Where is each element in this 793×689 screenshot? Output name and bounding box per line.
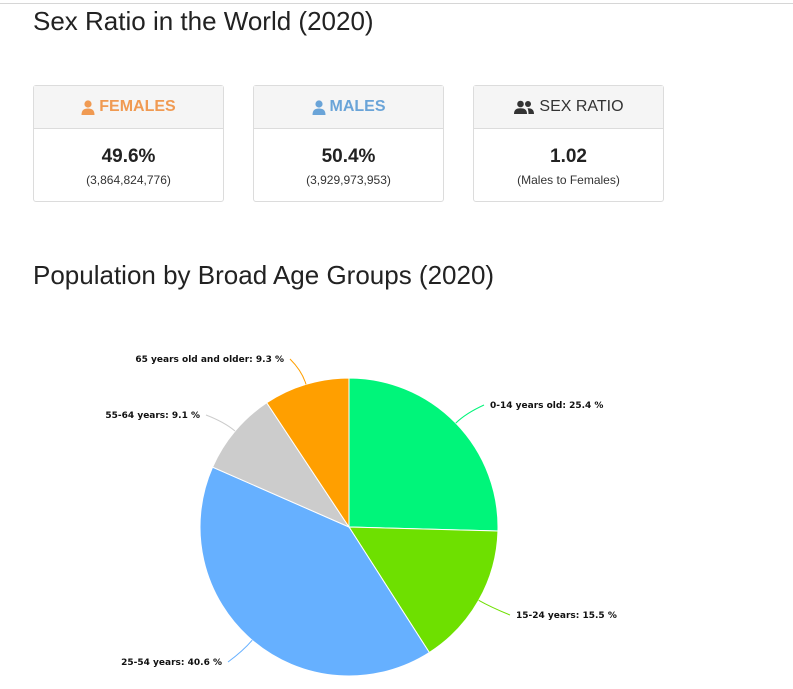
pie-slice-2 bbox=[348, 526, 499, 654]
people-group-icon bbox=[513, 100, 535, 114]
pie-connector-4 bbox=[205, 414, 236, 432]
males-percentage: 50.4% bbox=[321, 146, 376, 167]
sex-ratio-title: Sex Ratio in the World (2020) bbox=[33, 6, 374, 36]
pie-connector-1 bbox=[455, 404, 485, 424]
top-divider bbox=[0, 3, 793, 4]
sex-ratio-card-header: SEX RATIO bbox=[474, 86, 663, 129]
females-card: FEMALES 49.6% (3,864,824,776) bbox=[33, 85, 224, 202]
pie-label-1: 0-14 years old: 25.4 % bbox=[490, 401, 603, 411]
age-groups-title: Population by Broad Age Groups (2020) bbox=[33, 260, 495, 290]
males-card-label: MALES bbox=[329, 98, 386, 115]
pie-slice-5 bbox=[266, 377, 350, 529]
pie-connector-2 bbox=[478, 599, 511, 616]
females-card-label: FEMALES bbox=[99, 98, 176, 115]
sex-ratio-value: 1.02 bbox=[550, 146, 587, 167]
pie-connector-5 bbox=[289, 358, 307, 385]
pie-connector-3 bbox=[227, 639, 253, 663]
females-count: (3,864,824,776) bbox=[86, 173, 171, 187]
sex-ratio-card: SEX RATIO 1.02 (Males to Females) bbox=[473, 85, 664, 202]
females-percentage: 49.6% bbox=[101, 146, 156, 167]
sex-ratio-card-label: SEX RATIO bbox=[539, 98, 624, 115]
pie-slice-4 bbox=[211, 402, 351, 529]
females-card-header: FEMALES bbox=[34, 86, 223, 129]
pie-label-2: 15-24 years: 15.5 % bbox=[516, 611, 617, 621]
male-person-icon bbox=[312, 99, 326, 115]
pie-label-5: 65 years old and older: 9.3 % bbox=[135, 355, 284, 365]
males-count: (3,929,973,953) bbox=[306, 173, 391, 187]
age-groups-pie-chart: 0-14 years old: 25.4 % 15-24 years: 15.5 … bbox=[105, 355, 617, 677]
males-card-header: MALES bbox=[254, 86, 443, 129]
pie-label-4: 55-64 years: 9.1 % bbox=[105, 411, 200, 421]
pie-label-3: 25-54 years: 40.6 % bbox=[121, 658, 222, 668]
sex-ratio-note: (Males to Females) bbox=[517, 173, 620, 187]
pie-slice-1 bbox=[348, 377, 499, 532]
males-card: MALES 50.4% (3,929,973,953) bbox=[253, 85, 444, 202]
female-person-icon bbox=[81, 99, 95, 115]
